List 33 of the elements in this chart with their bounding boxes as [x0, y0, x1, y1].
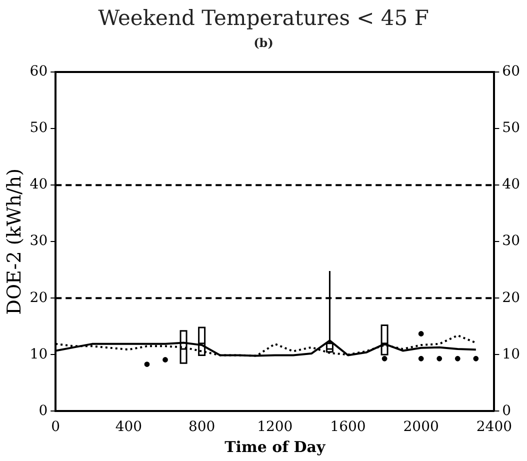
y2-tick-label: 40	[502, 176, 520, 193]
y-tick-label: 20	[30, 290, 48, 306]
point	[162, 357, 168, 362]
y-tick-label: 10	[30, 346, 48, 362]
point	[436, 356, 442, 362]
x-tick-label: 400	[115, 419, 142, 436]
point	[418, 331, 424, 336]
x-tick-label: 800	[188, 419, 216, 436]
x-tick-label: 0	[51, 419, 60, 436]
y-tick-label: 50	[30, 120, 48, 136]
point	[382, 356, 388, 362]
y-axis-title: DOE-2 (kWh/h)	[3, 168, 26, 315]
point	[144, 362, 150, 367]
x-tick-label: 1200	[257, 419, 293, 436]
y2-tick-label: 50	[502, 120, 520, 136]
y2-tick-label: 60	[502, 64, 520, 80]
y2-tick-label: 30	[502, 233, 520, 250]
y-tick-label: 0	[38, 402, 48, 419]
y2-tick-label: 10	[502, 346, 520, 362]
chart-subtitle: (b)	[252, 36, 274, 50]
y2-tick-label: 0	[502, 402, 512, 419]
x-axis-title: Time of Day	[224, 438, 326, 456]
y-tick-label: 60	[30, 64, 48, 80]
y2-tick-label: 20	[502, 290, 520, 306]
point	[454, 356, 460, 362]
x-tick-label: 2400	[476, 419, 512, 436]
point	[473, 356, 479, 362]
x-tick-label: 1600	[330, 419, 366, 436]
y-tick-label: 30	[30, 233, 48, 250]
x-tick-label: 2000	[403, 419, 439, 436]
point	[418, 356, 424, 362]
chart-title: Weekend Temperatures < 45 F	[97, 6, 430, 30]
y-tick-label: 40	[30, 176, 48, 193]
